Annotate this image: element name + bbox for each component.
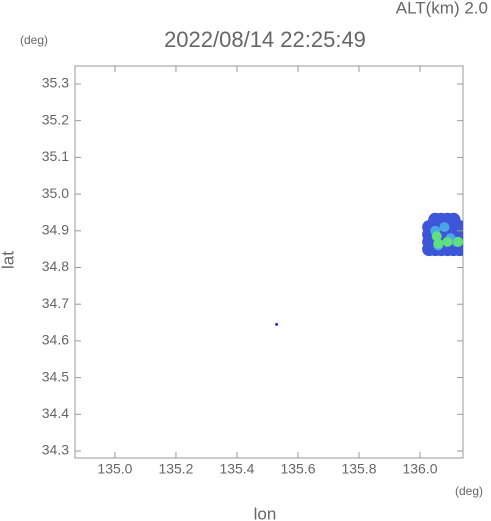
- y-tick-label: 35.0: [42, 185, 69, 201]
- x-axis-label: lon: [254, 504, 277, 521]
- y-tick-label: 34.6: [42, 332, 69, 348]
- echo-cell: [433, 238, 444, 249]
- y-unit: (deg): [20, 33, 48, 47]
- y-tick-label: 34.8: [42, 258, 69, 274]
- x-tick-label: 136.0: [402, 461, 437, 477]
- echo-layer: [275, 212, 463, 326]
- x-tick-label: 135.4: [219, 461, 254, 477]
- x-tick-label: 135.6: [280, 461, 315, 477]
- plot-frame: [74, 65, 464, 459]
- chart-title: 2022/08/14 22:25:49: [164, 27, 366, 52]
- y-tick-label: 34.9: [42, 222, 69, 238]
- y-tick-label: 34.7: [42, 295, 69, 311]
- echo-cell: [439, 222, 450, 233]
- y-tick-label: 35.1: [42, 148, 69, 164]
- y-tick-label: 34.4: [42, 405, 69, 421]
- echo-cell: [446, 212, 461, 227]
- echo-cell: [453, 236, 463, 247]
- echo-cell: [275, 322, 279, 326]
- y-tick-label: 34.5: [42, 368, 69, 384]
- x-tick-label: 135.8: [341, 461, 376, 477]
- x-unit: (deg): [455, 484, 483, 498]
- echo-cell: [442, 236, 453, 247]
- y-tick-label: 35.2: [42, 111, 69, 127]
- x-tick-label: 135.2: [158, 461, 193, 477]
- altitude-label: ALT(km) 2.0: [396, 0, 488, 17]
- y-tick-label: 35.3: [42, 75, 69, 91]
- x-tick-label: 135.0: [97, 461, 132, 477]
- y-tick-label: 34.3: [42, 442, 69, 458]
- y-axis-label: lat: [0, 251, 17, 269]
